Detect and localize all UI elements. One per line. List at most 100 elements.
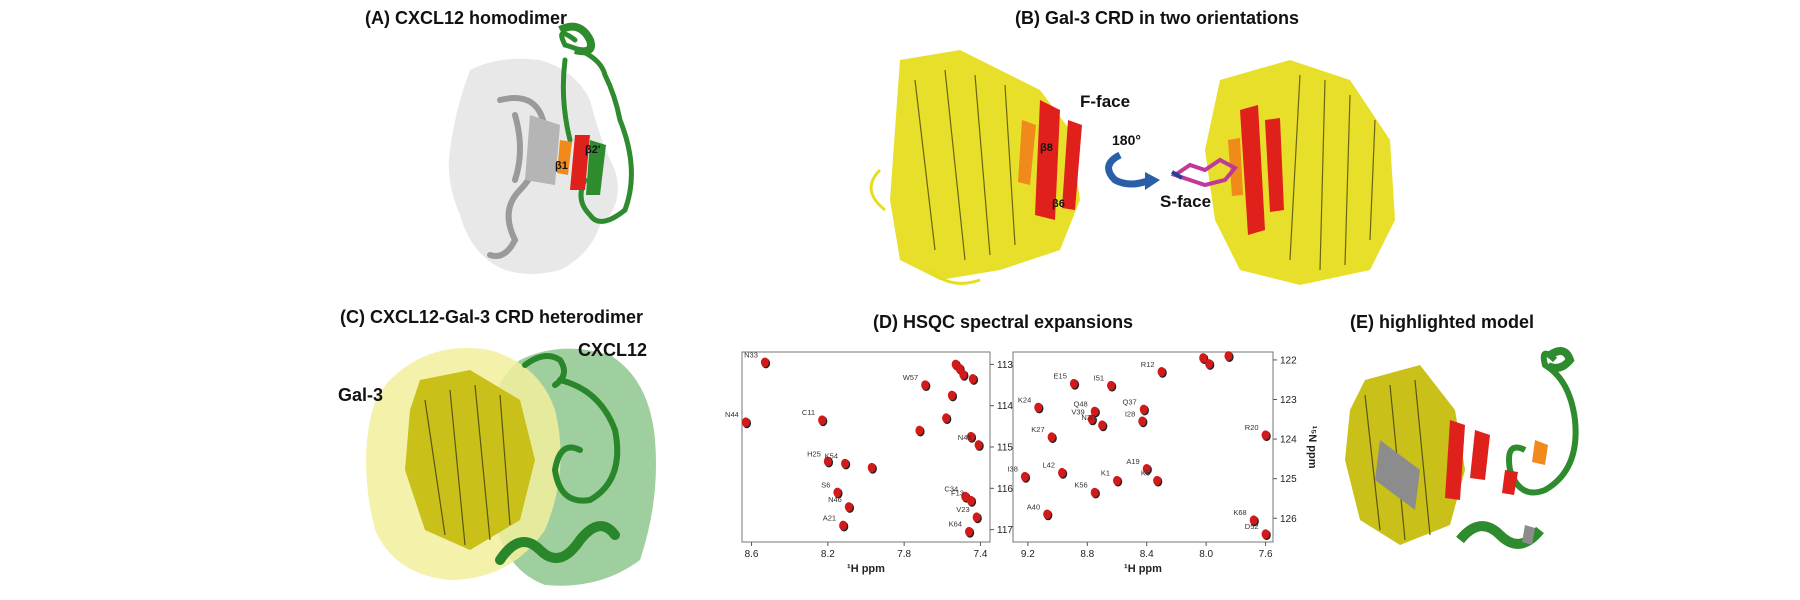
peak-free xyxy=(1143,464,1152,475)
peak-bound xyxy=(833,487,842,498)
peak-label: K64 xyxy=(949,520,962,529)
cxcl12-surface xyxy=(486,348,656,586)
peak-bound xyxy=(959,369,968,380)
peak-bound xyxy=(915,425,924,436)
x-tick-label: 8.6 xyxy=(745,549,759,560)
peak-label: N33 xyxy=(744,350,758,359)
peak-free xyxy=(952,360,961,371)
cxcl12-helix xyxy=(558,22,595,56)
label-s-face: S-face xyxy=(1160,192,1212,211)
model-grey-segment xyxy=(1522,525,1535,545)
peak-label: R12 xyxy=(1141,360,1155,369)
peak-label: N44 xyxy=(725,410,739,419)
peak-bound xyxy=(1020,471,1029,482)
x-tick-label: 8.0 xyxy=(1199,549,1213,560)
peak-free xyxy=(1262,530,1271,541)
peak-free xyxy=(956,364,965,375)
peak-bound xyxy=(968,374,977,384)
panel-b-title: (B) Gal-3 CRD in two orientations xyxy=(1015,8,1300,28)
peak-bound xyxy=(818,415,827,425)
peak-bound xyxy=(841,458,850,469)
s-face-orange-strand xyxy=(1228,138,1243,196)
peak-bound xyxy=(867,462,876,473)
peak-free xyxy=(1205,359,1215,370)
panel-a-title: (A) CXCL12 homodimer xyxy=(365,8,568,28)
label-b8: β8 xyxy=(1040,142,1053,154)
y-tick-label: 123 xyxy=(1280,395,1297,406)
x-tick-label: 8.8 xyxy=(1080,549,1094,560)
x-tick-label: 9.2 xyxy=(1021,549,1035,560)
model-grey-strands xyxy=(1375,440,1420,510)
peak-bound xyxy=(1090,406,1099,417)
peak-bound xyxy=(1107,380,1116,391)
x-tick-label: 7.6 xyxy=(1259,549,1273,560)
peak-label: R20 xyxy=(1245,423,1259,432)
plot-frame xyxy=(1012,351,1274,543)
y-tick-label: 124 xyxy=(1280,435,1297,446)
plot-frame xyxy=(741,351,991,543)
peak-label: A19 xyxy=(1126,457,1139,466)
peak-free xyxy=(960,370,969,381)
peak-free xyxy=(1158,367,1167,378)
model-red-strand xyxy=(1445,420,1465,500)
peak-free xyxy=(942,414,952,425)
ligand-sticks xyxy=(1170,157,1239,188)
gal3-right-sheet xyxy=(1205,60,1395,285)
peak-bound xyxy=(972,512,981,523)
peak-label: C34 xyxy=(944,485,958,494)
peak-label: I51 xyxy=(1094,374,1104,383)
gal3-surface xyxy=(366,348,561,580)
peak-free xyxy=(973,513,982,524)
peak-free xyxy=(1140,405,1149,416)
label-b2: β2' xyxy=(585,144,601,156)
peak-free xyxy=(967,496,977,507)
peak-free xyxy=(742,418,752,429)
hsqc-spectrum-1: 8.6 8.2 7.8 7.4 113 114 115 116 117 ¹H ppm N33 W57 C… xyxy=(725,350,1013,575)
peak-free xyxy=(962,492,971,503)
label-b6: β6 xyxy=(1052,198,1065,210)
peak-label: V39 xyxy=(1071,407,1084,416)
peak-label: N46 xyxy=(828,495,842,504)
peak-bound xyxy=(1139,404,1148,415)
peak-bound xyxy=(955,363,964,374)
peak-label: S6 xyxy=(821,480,830,489)
peak-free xyxy=(818,416,828,427)
peak-bound xyxy=(1249,515,1258,526)
peak-bound xyxy=(966,495,975,506)
peak-bound xyxy=(1199,353,1208,363)
peak-label: K1 xyxy=(1101,469,1110,478)
peak-label: K68 xyxy=(1233,508,1246,517)
peak-bound xyxy=(1069,378,1078,389)
label-b1: β1 xyxy=(555,160,568,172)
peak-free xyxy=(1250,516,1259,527)
gal3-left-sheet xyxy=(890,50,1080,280)
peak-free xyxy=(834,488,843,499)
y-tick-label: 122 xyxy=(1280,355,1297,366)
peak-bound xyxy=(741,417,750,428)
peak-bound xyxy=(947,390,956,401)
peak-bound xyxy=(1153,475,1162,486)
peak-bound xyxy=(844,502,853,512)
label-gal3: Gal-3 xyxy=(338,385,384,405)
peak-bound xyxy=(951,359,960,370)
monomer-strands xyxy=(525,115,560,185)
peak-bound xyxy=(961,491,970,502)
y-tick-label: 117 xyxy=(997,525,1013,536)
peak-free xyxy=(1091,407,1100,418)
label-rotation: 180° xyxy=(1112,132,1141,148)
peak-free xyxy=(1070,379,1080,390)
peak-label: A21 xyxy=(823,513,836,522)
peak-free xyxy=(1262,431,1271,442)
hsqc-spectrum-2: 9.2 8.8 8.4 8.0 7.6 122 123 124 125 126 ¹H ppm ¹⁵N … xyxy=(1007,351,1318,575)
model-cxcl12-top xyxy=(1546,347,1575,372)
s-face-red-strand-2 xyxy=(1265,118,1284,212)
peak-free xyxy=(1225,351,1234,362)
peak-bound xyxy=(1142,463,1151,474)
peak-free xyxy=(1058,468,1068,479)
peak-free xyxy=(824,457,834,468)
label-f-face: F-face xyxy=(1080,92,1131,111)
peak-free xyxy=(1091,488,1100,499)
peak-label: K24 xyxy=(1018,395,1031,404)
peak-label: I38 xyxy=(1007,465,1017,474)
